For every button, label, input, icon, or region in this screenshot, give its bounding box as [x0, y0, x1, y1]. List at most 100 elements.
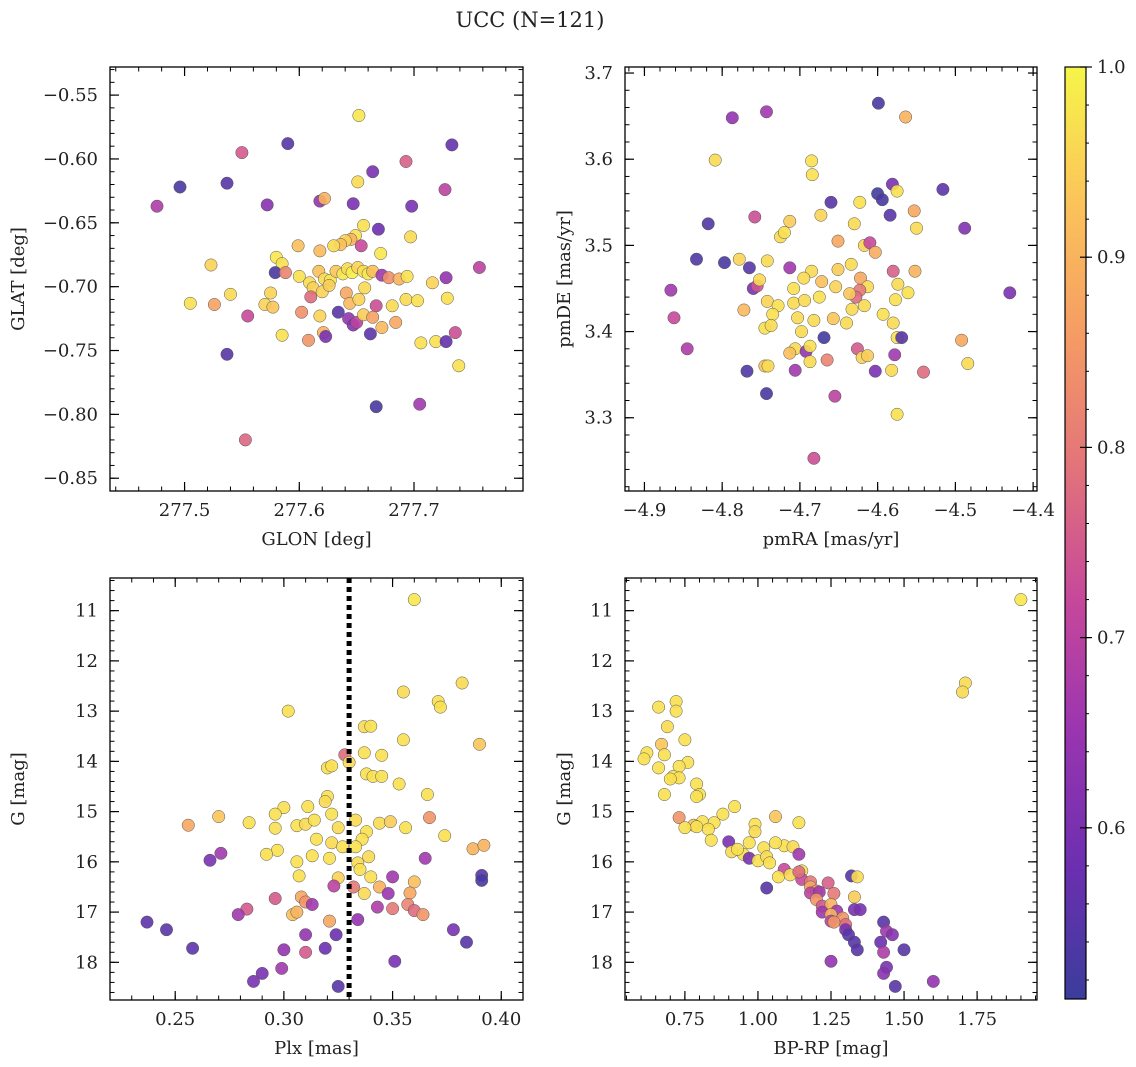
cmd-point — [742, 836, 756, 850]
glat-glon-point — [389, 315, 403, 329]
pm-point — [777, 226, 791, 239]
cmd-ytick-label: 16 — [590, 852, 613, 873]
cmd-axes-frame — [624, 577, 1038, 1001]
pm-point — [899, 110, 913, 124]
pm-point — [883, 208, 897, 222]
pm-point — [868, 364, 882, 378]
glat-glon-ticks: 277.5 277.6 277.7 −0.55 −0.60 −0.65 −0.70 −0.75… — [43, 67, 523, 521]
g-plx-point — [331, 979, 345, 993]
glat-glon-point — [292, 269, 306, 283]
g-plx-ytick-label: 18 — [75, 952, 98, 973]
glat-glon-point — [413, 397, 427, 411]
g-plx-point — [277, 801, 291, 815]
glat-glon-point — [224, 287, 237, 301]
pm-point — [761, 359, 775, 373]
pm-point — [797, 271, 811, 285]
colorbar-tick-label: 0.8 — [1097, 437, 1126, 458]
glat-glon-panel: 277.5 277.6 277.7 −0.55 −0.60 −0.65 −0.70 −0.75… — [8, 66, 524, 550]
g-plx-point — [446, 923, 460, 937]
glat-glon-xtick-label: 277.5 — [159, 500, 211, 521]
g-plx-xlabel: Plx [mas] — [274, 1038, 359, 1059]
pm-point — [955, 333, 969, 347]
g-plx-xtick-label: 0.30 — [264, 1009, 304, 1030]
g-plx-point — [305, 898, 319, 911]
glat-glon-ylabel: GLAT [deg] — [8, 227, 29, 331]
cmd-point — [731, 842, 744, 856]
pm-point — [667, 311, 681, 325]
pm-point — [844, 257, 858, 271]
glat-glon-point — [291, 239, 305, 253]
g-plx-point — [186, 941, 200, 955]
cmd-point — [824, 954, 838, 968]
pm-point — [783, 346, 797, 360]
pm-xtick-label: −4.4 — [1011, 500, 1055, 521]
g-plx-point — [383, 815, 397, 829]
glat-glon-point — [404, 230, 418, 244]
pm-point — [732, 252, 746, 266]
glat-glon-point — [204, 258, 218, 272]
g-plx-point — [231, 908, 245, 922]
g-plx-point — [212, 810, 226, 824]
pm-xtick-label: −4.8 — [700, 500, 744, 521]
pm-point — [829, 280, 843, 294]
glat-glon-point — [369, 400, 383, 414]
cmd-point — [690, 820, 704, 834]
cmd-point — [792, 847, 806, 861]
cmd-ytick-label: 13 — [590, 701, 613, 722]
glat-glon-point — [150, 199, 164, 213]
cmd-point — [853, 903, 867, 917]
pm-point — [814, 208, 828, 222]
g-plx-point — [399, 821, 413, 835]
glat-glon-point — [207, 298, 221, 311]
cmd-point — [877, 945, 891, 959]
glat-glon-point — [220, 347, 234, 361]
pm-point — [961, 357, 975, 370]
g-plx-point — [357, 887, 371, 900]
g-plx-point — [181, 818, 195, 832]
pm-point — [857, 299, 871, 313]
pm-point — [760, 294, 774, 308]
g-plx-point — [349, 840, 363, 854]
g-plx-ytick-label: 16 — [75, 852, 98, 873]
glat-glon-point — [241, 309, 255, 323]
g-plx-point — [351, 913, 365, 927]
pm-point — [783, 214, 797, 228]
pm-point — [908, 264, 922, 278]
g-plx-point — [460, 935, 473, 949]
pm-point — [889, 293, 902, 307]
pm-ytick-label: 3.6 — [584, 149, 613, 170]
glat-glon-point — [374, 247, 388, 260]
cmd-ylabel: G [mag] — [554, 752, 575, 825]
cmd-point — [637, 752, 651, 766]
glat-glon-point — [438, 183, 452, 197]
cmd-ytick-label: 11 — [590, 601, 613, 622]
g-plx-point — [325, 759, 339, 773]
glat-glon-xtick-label: 277.7 — [388, 500, 440, 521]
g-plx-point — [381, 887, 395, 900]
g-plx-point — [325, 836, 339, 850]
colorbar-tick-label: 0.7 — [1097, 628, 1126, 649]
cmd-point — [877, 966, 891, 980]
pm-point — [807, 451, 821, 465]
pm-xlabel: pmRA [mas/yr] — [763, 529, 900, 550]
pm-point — [871, 96, 885, 110]
g-plx-point — [329, 928, 343, 942]
g-plx-point — [268, 892, 282, 905]
cmd-ytick-label: 17 — [590, 902, 613, 923]
g-plx-axes-frame — [109, 577, 524, 1001]
pm-point — [888, 348, 902, 362]
g-plx-point — [318, 795, 332, 809]
pm-point — [910, 221, 923, 235]
glat-glon-point — [369, 299, 383, 313]
g-plx-point — [336, 840, 350, 854]
pm-point — [748, 210, 762, 224]
cmd-points — [637, 593, 1028, 993]
g-plx-point — [438, 829, 452, 843]
cmd-point — [660, 720, 674, 734]
cmd-point — [652, 761, 666, 775]
pm-point — [891, 277, 905, 291]
cmd-point — [792, 865, 806, 879]
g-plx-points — [140, 593, 491, 993]
g-plx-point — [364, 719, 378, 733]
pm-point — [824, 195, 838, 209]
